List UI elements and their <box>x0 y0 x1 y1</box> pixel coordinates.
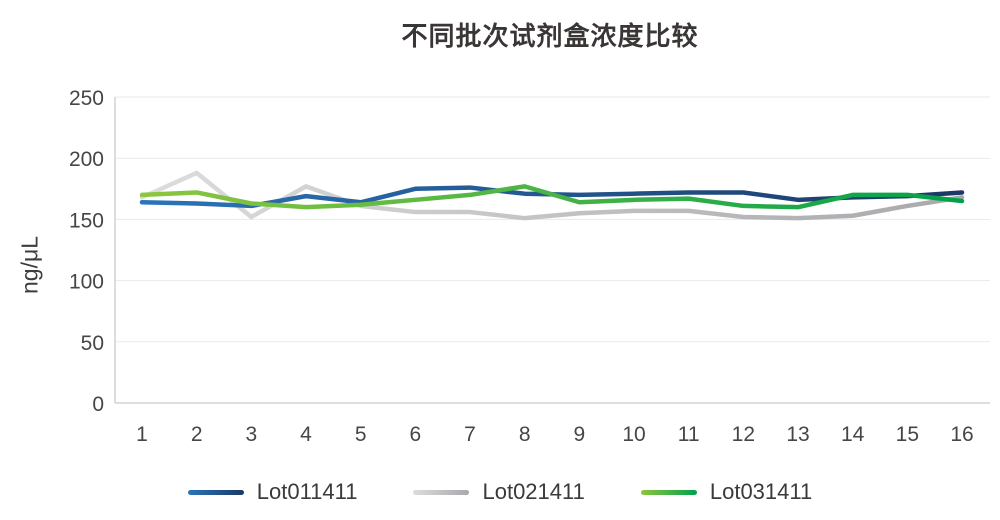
legend-swatch-lot031411-icon <box>640 489 697 495</box>
legend-swatch-lot021411-icon <box>413 489 470 495</box>
y-tick-label: 0 <box>92 393 104 416</box>
x-tick-label: 2 <box>191 423 203 446</box>
x-tick-label: 9 <box>573 423 585 446</box>
y-tick-label: 200 <box>69 148 104 171</box>
y-tick-label: 100 <box>69 271 104 294</box>
y-tick-label: 50 <box>81 332 104 355</box>
x-tick-label: 13 <box>786 423 809 446</box>
legend-label-lot011411: Lot011411 <box>256 479 358 504</box>
x-tick-label: 14 <box>841 423 865 446</box>
legend-label-lot031411: Lot031411 <box>709 479 813 504</box>
legend: Lot011411 Lot021411 Lot031411 <box>0 479 1000 505</box>
legend-swatch-lot011411-icon <box>187 489 244 495</box>
x-tick-label: 10 <box>622 423 645 446</box>
legend-item-lot031411: Lot031411 <box>640 479 813 505</box>
series-line-Lot031411 <box>139 184 965 210</box>
x-tick-label: 3 <box>245 423 257 446</box>
x-tick-label: 16 <box>950 423 973 446</box>
legend-item-lot011411: Lot011411 <box>187 479 358 505</box>
legend-item-lot021411: Lot021411 <box>413 479 585 505</box>
y-tick-label: 250 <box>69 87 104 110</box>
x-tick-label: 8 <box>519 423 531 446</box>
y-tick-label: 150 <box>69 209 104 232</box>
x-tick-label: 11 <box>678 423 700 446</box>
x-tick-label: 12 <box>732 423 755 446</box>
x-tick-label: 6 <box>409 423 421 446</box>
legend-label-lot021411: Lot021411 <box>482 479 585 504</box>
chart-title: 不同批次试剂盒浓度比较 <box>401 21 699 51</box>
x-tick-label: 4 <box>300 423 312 446</box>
x-tick-label: 7 <box>464 423 476 446</box>
x-tick-label: 1 <box>136 423 148 446</box>
x-tick-label: 5 <box>355 423 367 446</box>
x-tick-label: 15 <box>896 423 919 446</box>
